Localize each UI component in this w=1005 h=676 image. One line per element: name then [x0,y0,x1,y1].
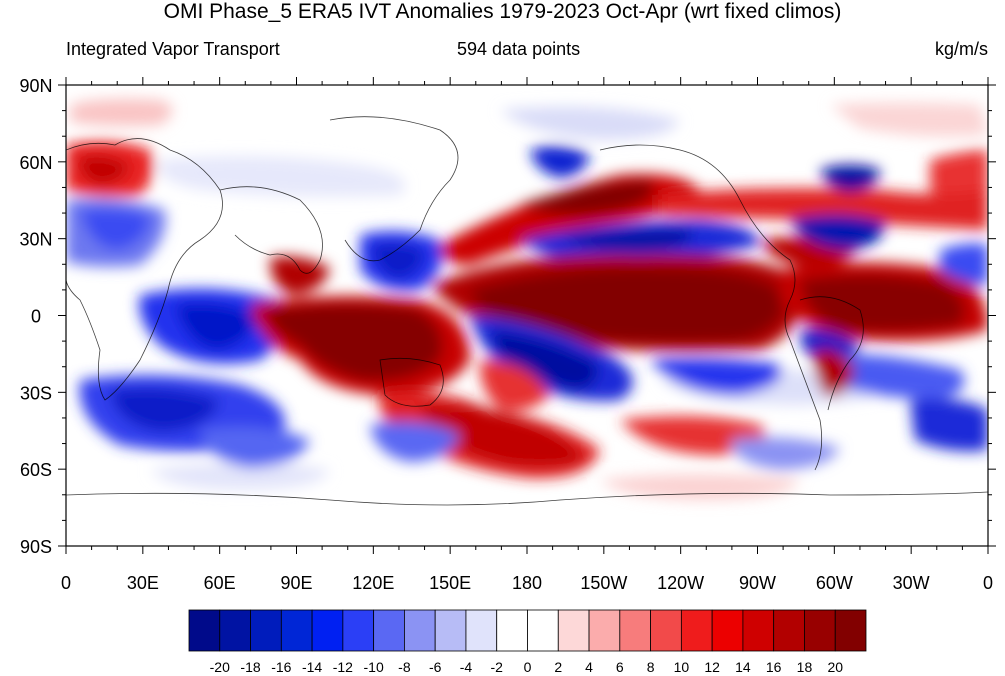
lon-label: 120W [657,573,704,593]
colorbar-level-label: 12 [704,659,720,675]
colorbar-level-label: -10 [364,659,384,675]
units-label: kg/m/s [934,39,988,59]
lat-label: 0 [31,307,41,327]
map-title: OMI Phase_5 ERA5 IVT Anomalies 1979-2023… [163,0,842,23]
lat-label: 60S [20,460,52,480]
colorbar-box [834,609,867,652]
colorbar-level-label: -20 [210,659,230,675]
lat-label: 90N [19,76,52,96]
colorbar-level-label: -6 [429,659,442,675]
lon-label: 120E [352,573,394,593]
colorbar-level-label: 6 [616,659,624,675]
colorbar-box [250,609,282,652]
colorbar-level-label: 20 [827,659,843,675]
colorbar-box [280,609,313,652]
colorbar-box [588,609,621,652]
colorbar-level-label: 4 [585,659,593,675]
data-points-label: 594 data points [457,39,581,59]
colorbar-level-label: -4 [460,659,473,675]
colorbar-level-label: 8 [647,659,655,675]
lon-label: 60E [204,573,236,593]
lon-label: 150E [429,573,471,593]
lon-label: 30W [893,573,930,593]
lon-label: 30E [127,573,159,593]
colorbar-box [373,609,405,652]
colorbar-box [557,609,590,652]
colorbar-box [742,609,775,652]
lat-label: 30S [20,383,52,403]
colorbar-level-label: -16 [271,659,291,675]
colorbar-box [465,609,498,652]
lat-label: 30N [19,230,52,250]
colorbar-level-label: -18 [240,659,260,675]
colorbar-box [342,609,375,652]
colorbar-level-label: 14 [735,659,751,675]
colorbar-level-label: -12 [333,659,353,675]
colorbar-box [311,609,344,652]
colorbar-level-label: -8 [398,659,411,675]
colorbar-level-label: 16 [766,659,782,675]
colorbar-box [496,609,528,652]
colorbar-box [711,609,744,652]
lon-label: 90W [739,573,776,593]
colorbar-box [188,609,221,652]
lat-label: 90S [20,537,52,557]
colorbar-box [434,609,467,652]
colorbar-box [527,609,559,652]
colorbar-box [680,609,713,652]
lon-label: 180 [512,573,542,593]
colorbar-level-label: 18 [797,659,813,675]
colorbar-box [219,609,251,652]
colorbar-box [773,609,805,652]
latitude-labels: 90N 60N 30N 0 30S 60S 90S [19,76,52,557]
longitude-labels: 0 30E 60E 90E 120E 150E 180 150W 120W 90W 60W 30W 0 [61,573,993,593]
lon-label: 60W [816,573,853,593]
colorbar-labels: -20 -18 -16 -14 -12 -10 -8 -6 -4 -2 0 2 4 6 8 10 12 14 16 1… [210,659,844,675]
colorbar-box [650,609,682,652]
axis-ticks [58,77,996,554]
colorbar-box [619,609,651,652]
colorbar-box [404,609,436,652]
variable-label: Integrated Vapor Transport [66,39,280,59]
lat-label: 60N [19,153,52,173]
colorbar-level-label: -2 [491,659,504,675]
lon-label: 0 [983,573,993,593]
anomaly-field [66,98,988,506]
lon-label: 0 [61,573,71,593]
colorbar-level-label: 2 [554,659,562,675]
colorbar-level-label: -14 [302,659,322,675]
colorbar-level-label: 0 [524,659,532,675]
colorbar [188,609,867,652]
lon-label: 150W [580,573,627,593]
lon-label: 90E [280,573,312,593]
colorbar-level-label: 10 [674,659,690,675]
colorbar-box [804,609,836,652]
